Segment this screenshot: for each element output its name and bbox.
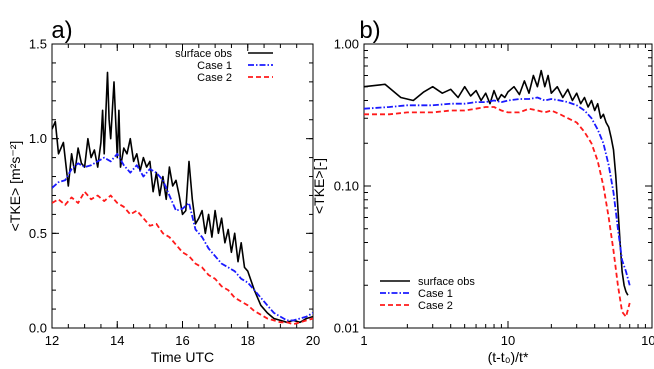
series-line-surface-obs <box>364 69 629 296</box>
x-tick-label: 20 <box>306 333 320 348</box>
x-tick-label: 14 <box>110 333 124 348</box>
series-line-surface-obs <box>52 71 313 324</box>
x-tick-label: 16 <box>175 333 189 348</box>
y-tick-label: 0.01 <box>334 321 359 336</box>
y-axis-label: <TKE>[-] <box>311 158 327 214</box>
series-group <box>52 71 313 326</box>
series-line-case-1 <box>52 152 313 322</box>
y-tick-label: 0.5 <box>29 226 47 241</box>
panel-b: b) 1 10 100 0.01 0.10 1.00 (t-t₀)/t* <TKE>[-] sur… <box>311 17 654 365</box>
x-tick-label: 100 <box>641 333 654 348</box>
x-tick-label: 1 <box>360 333 367 348</box>
panel-label: a) <box>51 17 72 44</box>
legend-label: Case 1 <box>418 288 453 300</box>
y-tick-label: 0.0 <box>29 321 47 336</box>
x-tick-label: 10 <box>501 333 515 348</box>
y-tick-label: 1.00 <box>334 37 359 52</box>
legend-label: Case 1 <box>197 60 232 72</box>
series-line-case-2 <box>364 106 631 318</box>
y-tick-label: 1.0 <box>29 131 47 146</box>
plot-frame <box>363 43 653 329</box>
plot-frame <box>51 43 314 329</box>
legend-label: Case 2 <box>197 72 232 84</box>
y-tick-label: 0.10 <box>334 179 359 194</box>
panel-label: b) <box>359 17 380 44</box>
panel-a: a) 12 14 16 18 20 0.0 0.5 1.0 1.5 Time UTC <TKE> [m… <box>7 17 320 365</box>
x-axis-label: (t-t₀)/t* <box>488 349 529 365</box>
y-axis-label: <TKE> [m²s⁻²] <box>7 141 23 232</box>
legend-label: surface obs <box>175 48 232 60</box>
series-line-case-1 <box>364 96 631 286</box>
x-axis-label: Time UTC <box>151 349 214 365</box>
x-tick-label: 12 <box>45 333 59 348</box>
series-group <box>364 69 631 318</box>
legend-label: Case 2 <box>418 300 453 312</box>
x-tick-label: 18 <box>241 333 255 348</box>
y-tick-label: 1.5 <box>29 37 47 52</box>
legend-label: surface obs <box>418 276 475 288</box>
